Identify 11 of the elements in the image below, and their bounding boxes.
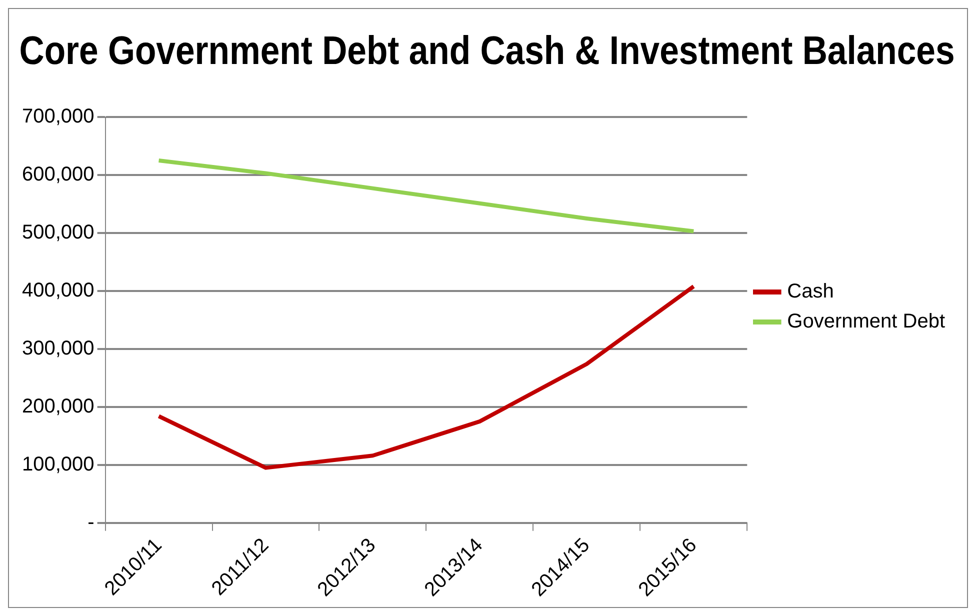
legend-label: Government Debt xyxy=(787,310,946,333)
y-tick-label: 200,000 xyxy=(22,395,94,418)
y-tick-label: 700,000 xyxy=(22,106,94,128)
y-tick-label: 600,000 xyxy=(22,164,94,186)
legend-label: Cash xyxy=(787,280,834,303)
y-tick-label: - xyxy=(88,511,94,534)
y-tick-label: 100,000 xyxy=(22,453,94,476)
y-tick-label: 500,000 xyxy=(22,221,94,244)
chart-title: Core Government Debt and Cash & Investment Balances xyxy=(19,28,955,73)
y-tick-label: 300,000 xyxy=(22,337,94,360)
y-tick-label: 400,000 xyxy=(22,279,94,302)
